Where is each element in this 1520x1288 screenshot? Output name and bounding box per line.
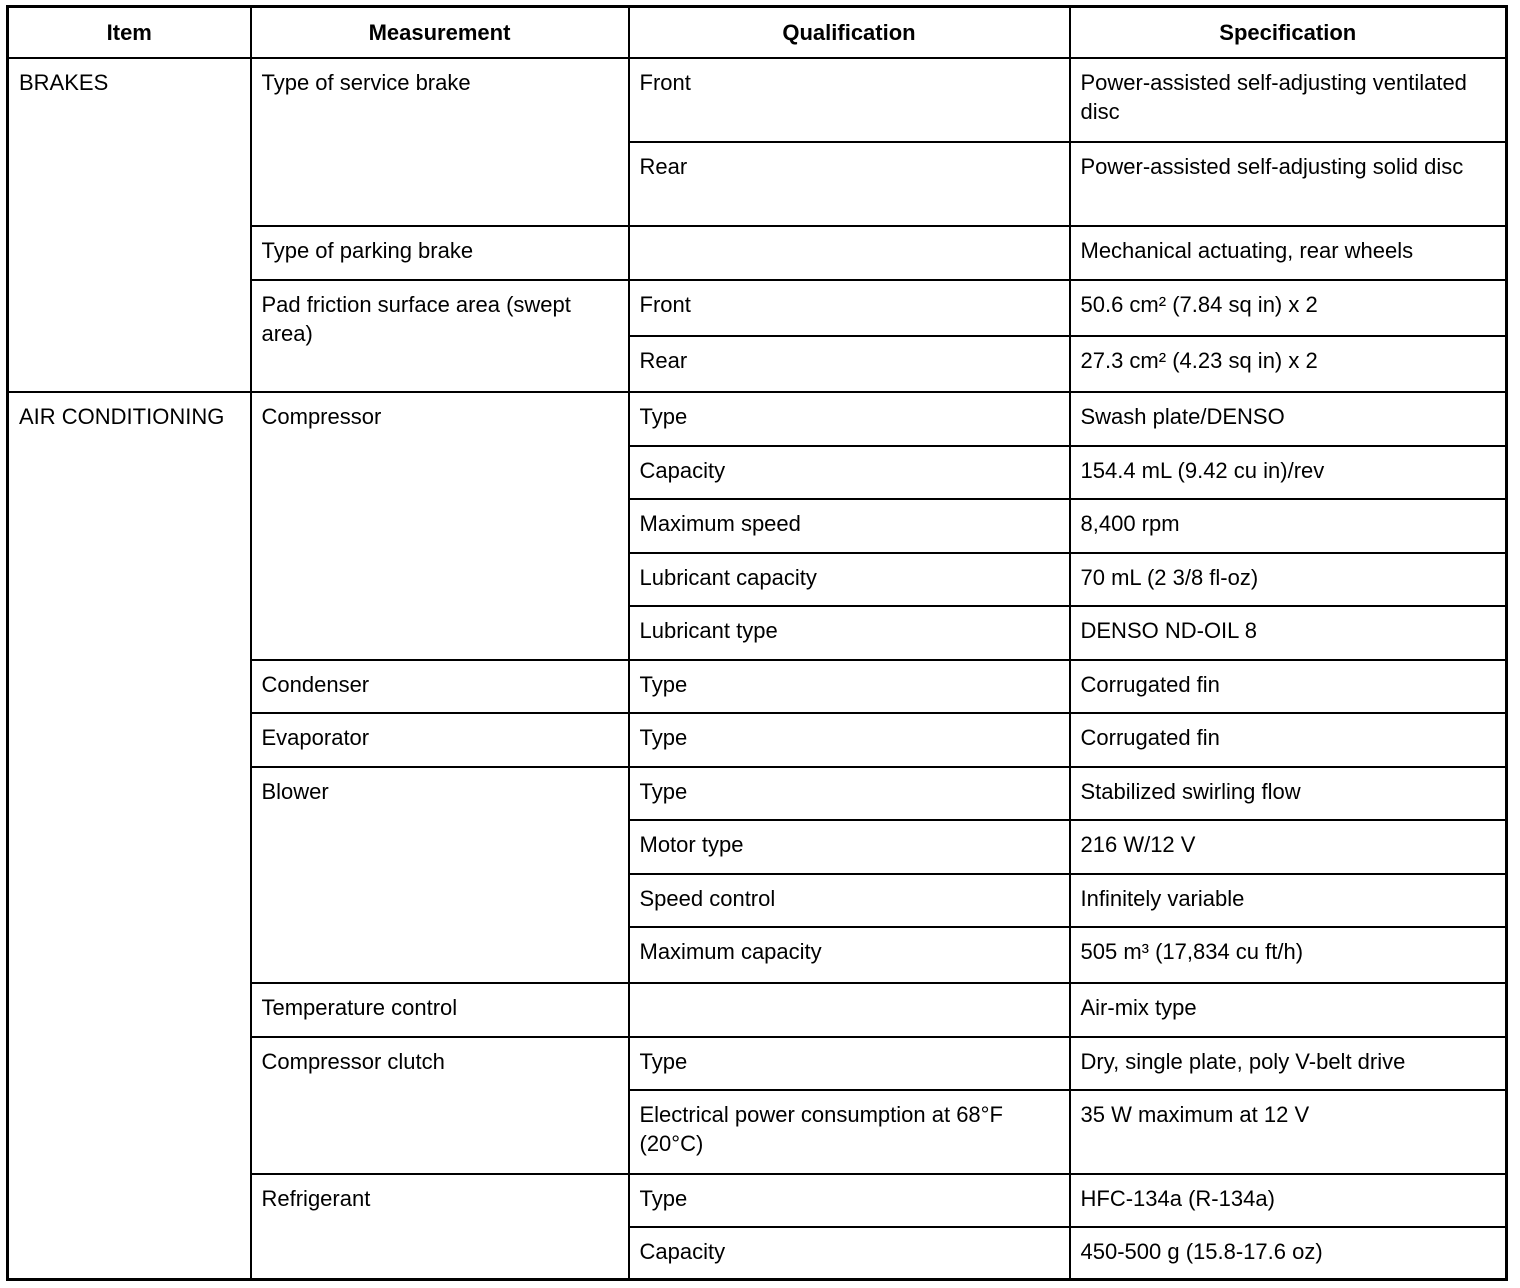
- header-measurement: Measurement: [249, 5, 630, 59]
- specification-cell: 70 mL (2 3/8 fl-oz): [1068, 551, 1508, 607]
- specifications-table: Item Measurement Qualification Specifica…: [6, 5, 1508, 1281]
- qualification-cell: Rear: [627, 140, 1071, 227]
- qualification-cell: Maximum speed: [627, 497, 1071, 554]
- qualification-cell: Lubricant type: [627, 604, 1071, 661]
- specification-cell: Power-assisted self-adjusting ventilated…: [1068, 56, 1508, 143]
- qualification-cell: Lubricant capacity: [627, 551, 1071, 607]
- specification-cell: 35 W maximum at 12 V: [1068, 1088, 1508, 1175]
- specification-cell: 154.4 mL (9.42 cu in)/rev: [1068, 444, 1508, 500]
- table-row: Maximum capacity 505 m³ (17,834 cu ft/h): [8, 925, 1508, 984]
- specification-cell: Dry, single plate, poly V-belt drive: [1068, 1035, 1508, 1091]
- specification-cell: 450-500 g (15.8-17.6 oz): [1068, 1225, 1508, 1281]
- qualification-cell: Type: [627, 711, 1071, 768]
- specification-cell: Mechanical actuating, rear wheels: [1068, 224, 1508, 281]
- qualification-cell: Electrical power consumption at 68°F (20…: [627, 1088, 1071, 1175]
- qualification-cell: Rear: [627, 334, 1071, 393]
- specification-cell: Infinitely variable: [1068, 872, 1508, 928]
- qualification-cell: Type: [627, 1172, 1071, 1228]
- qualification-cell: Motor type: [627, 818, 1071, 875]
- header-qualification: Qualification: [627, 5, 1071, 59]
- specification-cell: 8,400 rpm: [1068, 497, 1508, 554]
- qualification-cell: Maximum capacity: [627, 925, 1071, 984]
- qualification-cell: Type: [627, 1035, 1071, 1091]
- table-row: Pad friction surface area (swept area) Fr…: [8, 278, 1508, 393]
- qualification-cell: Type: [627, 765, 1071, 821]
- measurement-cell: Blower: [249, 765, 630, 984]
- specification-cell: DENSO ND-OIL 8: [1068, 604, 1508, 661]
- specification-cell: 50.6 cm² (7.84 sq in) x 2: [1068, 278, 1508, 337]
- qualification-cell: Front: [627, 56, 1071, 143]
- qualification-cell: Capacity: [627, 1225, 1071, 1281]
- qualification-cell: Speed control: [627, 872, 1071, 928]
- table-row: Capacity 154.4 mL (9.42 cu in)/rev: [8, 444, 1508, 500]
- qualification-cell: Capacity: [627, 444, 1071, 500]
- table-row: Rear Power-assisted self-adjusting solid …: [8, 140, 1508, 227]
- specification-cell: HFC-134a (R-134a): [1068, 1172, 1508, 1228]
- measurement-cell: Type of parking brake: [249, 224, 630, 281]
- item-cell: AIR CONDITIONING: [6, 390, 252, 1281]
- measurement-cell: Condenser: [249, 658, 630, 714]
- measurement-cell: Compressor clutch: [249, 1035, 630, 1175]
- table-row: Motor type 216 W/12 V: [8, 818, 1508, 875]
- table-row: Evaporator Type Corrugated fin: [8, 711, 1508, 768]
- table-row: Electrical power consumption at 68°F (20…: [8, 1088, 1508, 1175]
- table-row: BRAKES Type of service brake Front Power-as…: [6, 56, 1508, 393]
- specification-cell: 505 m³ (17,834 cu ft/h): [1068, 925, 1508, 984]
- qualification-cell: Front: [627, 278, 1071, 337]
- table-row: Type of parking brake Mechanical actuatin…: [8, 224, 1508, 281]
- measurement-cell: Evaporator: [249, 711, 630, 768]
- measurement-cell: Pad friction surface area (swept area): [249, 278, 630, 393]
- specification-cell: Stabilized swirling flow: [1068, 765, 1508, 821]
- measurement-cell: Temperature control: [249, 981, 630, 1038]
- item-cell: BRAKES: [6, 56, 252, 393]
- table-row: Condenser Type Corrugated fin: [8, 658, 1508, 714]
- qualification-cell: [627, 981, 1071, 1038]
- specification-cell: Corrugated fin: [1068, 711, 1508, 768]
- table-row: Capacity 450-500 g (15.8-17.6 oz): [8, 1225, 1508, 1281]
- specification-cell: Power-assisted self-adjusting solid disc: [1068, 140, 1508, 227]
- qualification-cell: [627, 224, 1071, 281]
- table-row: Refrigerant Type HFC-134a (R-134a): [8, 1172, 1508, 1281]
- header-item: Item: [6, 5, 252, 59]
- table-row: Speed control Infinitely variable: [8, 872, 1508, 928]
- specification-cell: Air-mix type: [1068, 981, 1508, 1038]
- table-row: Lubricant type DENSO ND-OIL 8: [8, 604, 1508, 661]
- measurement-cell: Compressor: [249, 390, 630, 661]
- specification-cell: Swash plate/DENSO: [1068, 390, 1508, 447]
- table-row: Rear 27.3 cm² (4.23 sq in) x 2: [8, 334, 1508, 393]
- table-row: Blower Type Stabilized swirling flow: [8, 765, 1508, 984]
- table-row: AIR CONDITIONING Compressor Type Swash plat…: [6, 390, 1508, 1281]
- header-specification: Specification: [1068, 5, 1508, 59]
- qualification-cell: Type: [627, 390, 1071, 447]
- measurement-cell: Type of service brake: [249, 56, 630, 227]
- table-row: Maximum speed 8,400 rpm: [8, 497, 1508, 554]
- specification-cell: 216 W/12 V: [1068, 818, 1508, 875]
- table-row: Temperature control Air-mix type: [8, 981, 1508, 1038]
- table-row: Compressor clutch Type Dry, single plate, …: [8, 1035, 1508, 1175]
- specification-cell: 27.3 cm² (4.23 sq in) x 2: [1068, 334, 1508, 393]
- header-row: Item Measurement Qualification Specifica…: [6, 5, 1508, 59]
- measurement-cell: Refrigerant: [249, 1172, 630, 1281]
- specification-cell: Corrugated fin: [1068, 658, 1508, 714]
- table-row: Lubricant capacity 70 mL (2 3/8 fl-oz): [8, 551, 1508, 607]
- qualification-cell: Type: [627, 658, 1071, 714]
